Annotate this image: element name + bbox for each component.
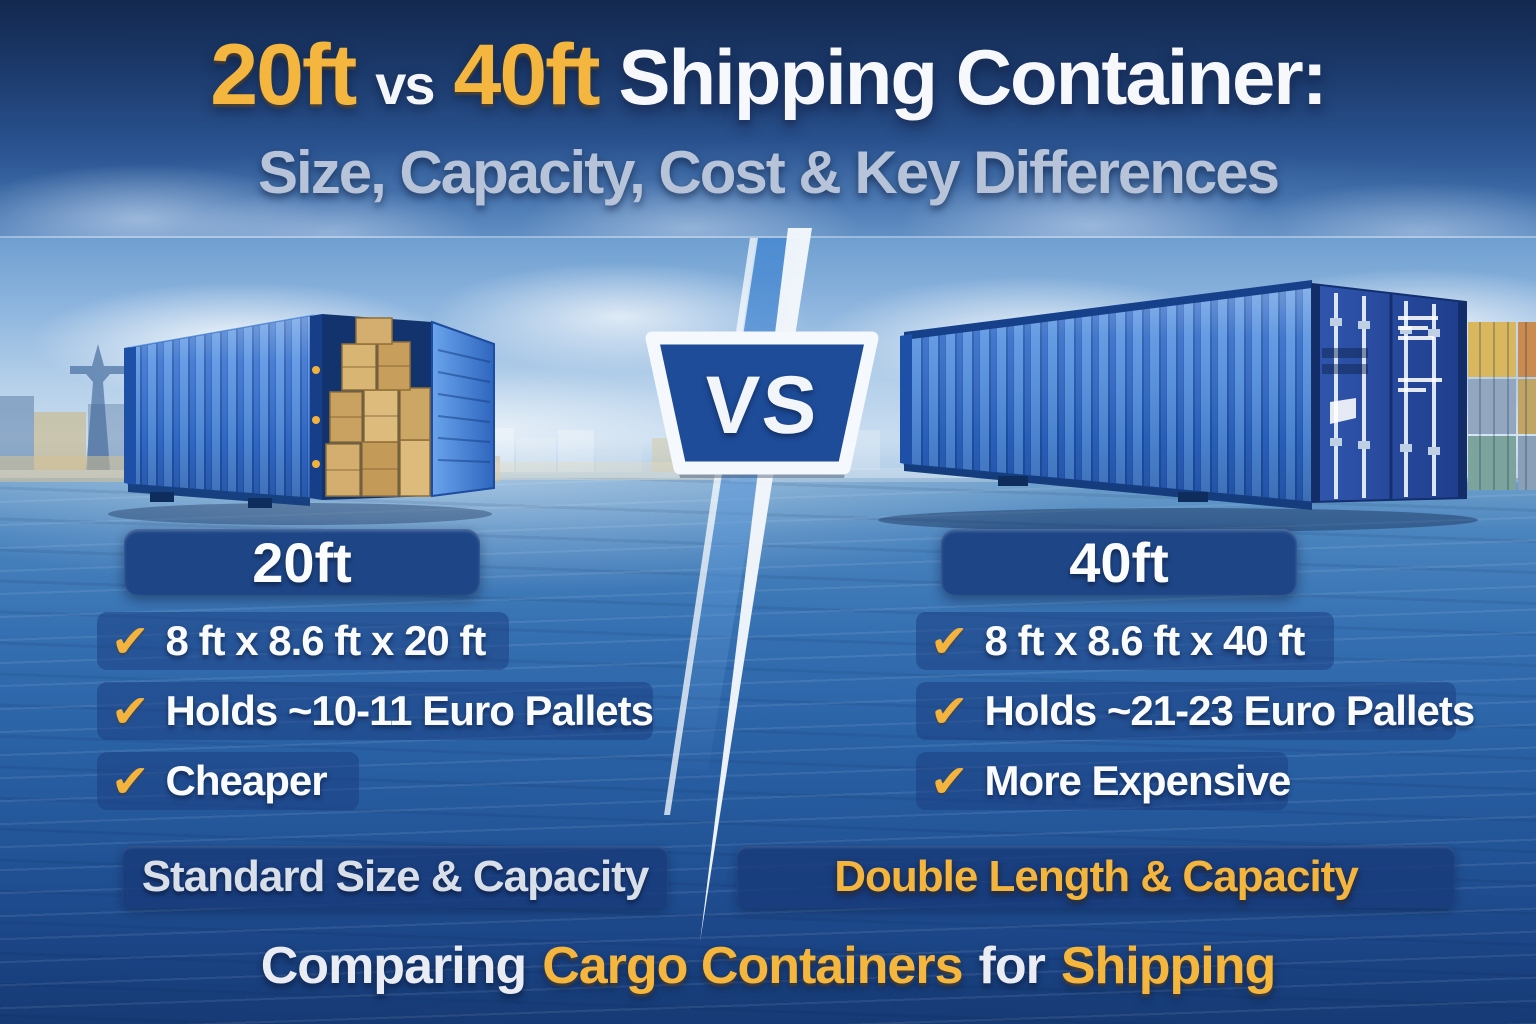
feature-20ft-dimensions: ✔ 8 ft x 8.6 ft x 20 ft [97, 612, 509, 670]
vs-badge-label: VS [701, 360, 823, 451]
container-40ft-illustration [878, 280, 1536, 532]
door-markings [1330, 316, 1442, 424]
feature-40ft-dimensions: ✔ 8 ft x 8.6 ft x 40 ft [916, 612, 1334, 670]
column-header-20ft-label: 20ft [252, 530, 352, 594]
check-icon: ✔ [930, 615, 969, 667]
vs-badge [645, 331, 879, 478]
feature-text: More Expensive [984, 757, 1292, 804]
summary-banner-40ft: Double Length & Capacity [737, 846, 1455, 908]
feature-text: Holds ~21-23 Euro Pallets [984, 687, 1476, 734]
title-20ft: 20ft [210, 27, 357, 123]
check-icon: ✔ [930, 685, 969, 737]
feature-20ft-pallets: ✔ Holds ~10-11 Euro Pallets [97, 682, 654, 740]
tagline-highlight-cargo: Cargo Containers [542, 937, 963, 995]
check-icon: ✔ [930, 755, 969, 807]
horizon-seam-line [0, 236, 1536, 239]
tagline-lead: Comparing [260, 937, 527, 995]
summary-banner-20ft: Standard Size & Capacity [122, 846, 668, 908]
feature-20ft-cost: ✔ Cheaper [97, 752, 359, 810]
title-40ft: 40ft [453, 27, 601, 123]
feature-text: 8 ft x 8.6 ft x 40 ft [984, 617, 1306, 664]
tagline-mid: for [978, 937, 1046, 995]
feature-text: Cheaper [165, 757, 328, 804]
clouds-upper [0, 118, 1536, 240]
title-rest: Shipping Container: [618, 33, 1327, 121]
feature-40ft-cost: ✔ More Expensive [916, 752, 1292, 810]
main-title: 20ft vs 40ft Shipping Container: [0, 26, 1536, 125]
column-header-40ft-label: 40ft [1069, 530, 1169, 594]
footer-tagline: Comparing Cargo Containers for Shipping [0, 936, 1536, 996]
check-icon: ✔ [111, 615, 150, 667]
tagline-highlight-shipping: Shipping [1060, 937, 1276, 995]
check-icon: ✔ [111, 755, 150, 807]
check-icon: ✔ [111, 685, 150, 737]
feature-40ft-pallets: ✔ Holds ~21-23 Euro Pallets [916, 682, 1475, 740]
feature-text: 8 ft x 8.6 ft x 20 ft [165, 617, 487, 664]
feature-text: Holds ~10-11 Euro Pallets [165, 687, 654, 734]
column-header-20ft: 20ft [124, 529, 480, 595]
column-header-40ft: 40ft [941, 529, 1297, 595]
container-20ft-illustration [108, 314, 495, 525]
title-vs: vs [375, 53, 435, 116]
subtitle: Size, Capacity, Cost & Key Differences [258, 139, 1280, 206]
harbor-crane-icon [70, 344, 126, 470]
